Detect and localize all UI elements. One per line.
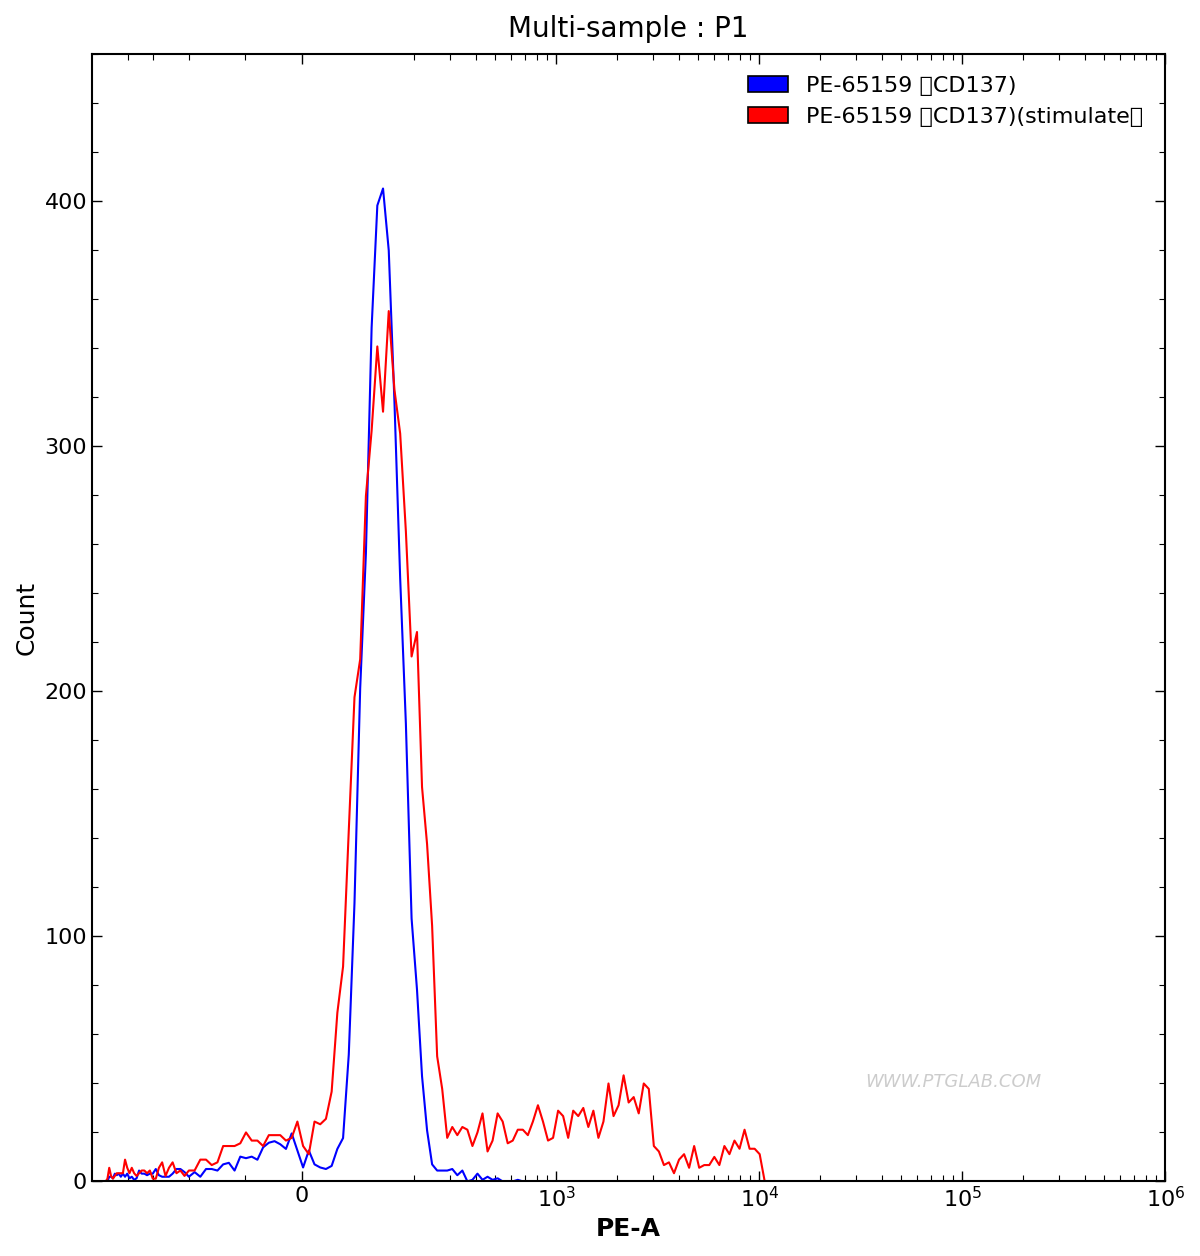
Legend: PE-65159 （CD137), PE-65159 （CD137)(stimulate）: PE-65159 （CD137), PE-65159 （CD137)(stimu… [737, 65, 1154, 138]
X-axis label: PE-A: PE-A [596, 1217, 661, 1241]
Text: WWW.PTGLAB.COM: WWW.PTGLAB.COM [865, 1073, 1040, 1091]
Y-axis label: Count: Count [14, 580, 38, 654]
Title: Multi-sample : P1: Multi-sample : P1 [509, 15, 749, 43]
